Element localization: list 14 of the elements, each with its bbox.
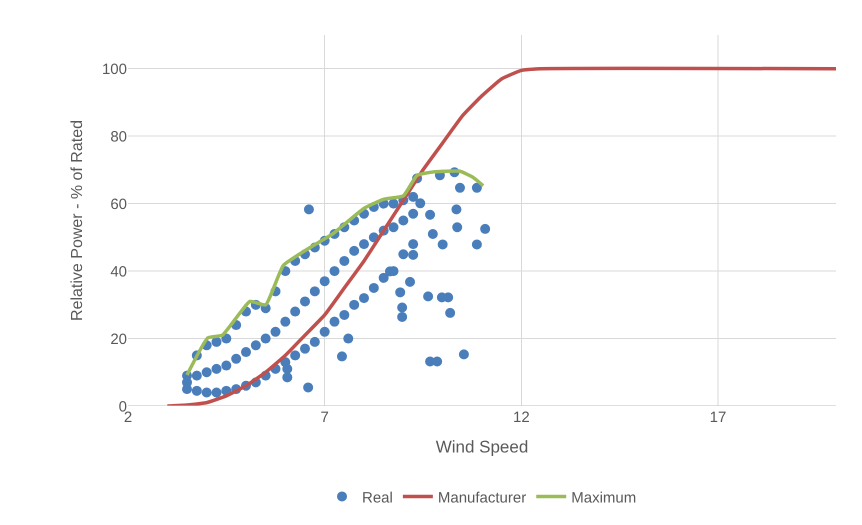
y-tick-label: 40 [110, 263, 127, 280]
legend-label: Maximum [571, 489, 636, 506]
y-tick-label: 80 [110, 128, 127, 146]
y-tick-label: 20 [110, 330, 127, 348]
x-tick-label: 12 [512, 409, 530, 426]
y-tick-label: 100 [102, 60, 127, 78]
x-tick-label: 7 [320, 409, 329, 426]
legend-label: Real [362, 489, 393, 506]
x-axis-title: Wind Speed [436, 437, 528, 456]
y-axis-title: Relative Power - % of Rated [68, 120, 86, 321]
y-tick-label: 60 [110, 196, 127, 213]
x-tick-label: 17 [710, 409, 726, 426]
legend-label: Manufacturer [438, 489, 526, 506]
line-series [166, 66, 836, 406]
